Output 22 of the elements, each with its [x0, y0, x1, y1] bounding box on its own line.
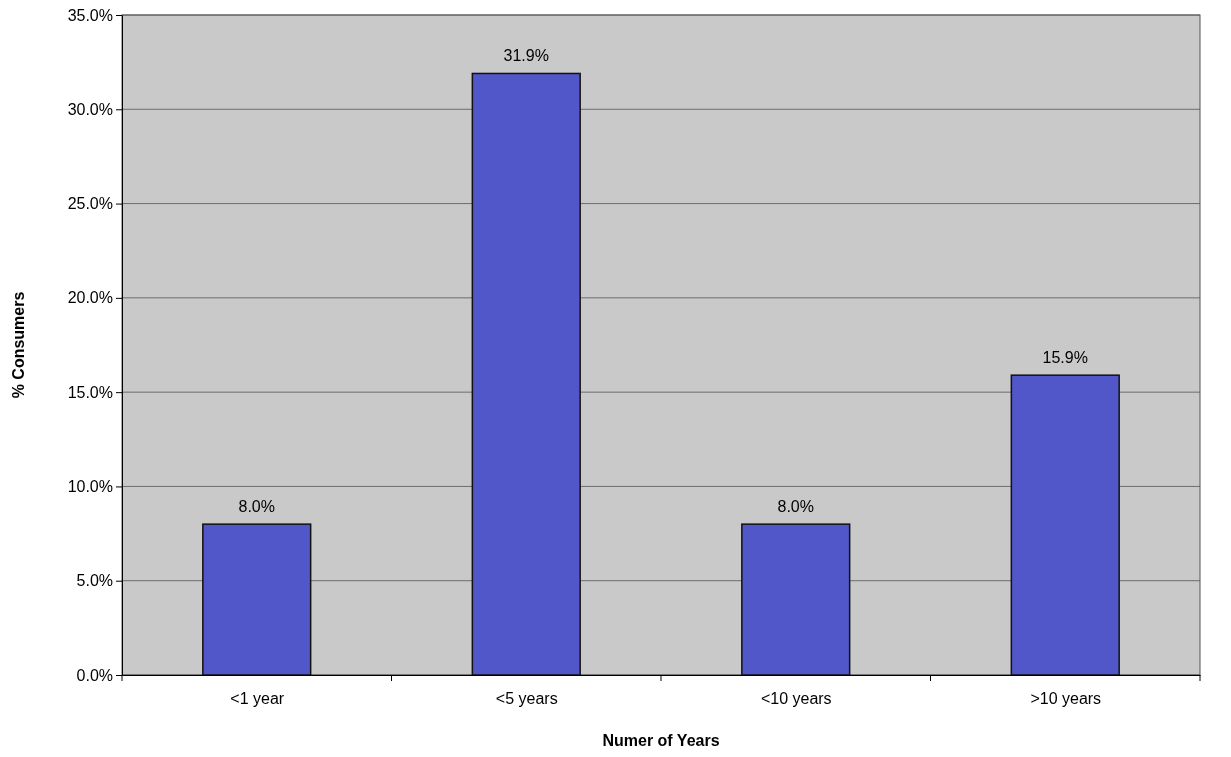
x-tick-label: >10 years	[1030, 689, 1102, 707]
data-label: 31.9%	[503, 47, 549, 65]
bar	[471, 72, 581, 676]
y-tick-label: 35.0%	[67, 6, 113, 24]
bar	[1010, 374, 1120, 676]
y-tick-label: 30.0%	[67, 100, 113, 118]
y-tick-label: 25.0%	[67, 195, 113, 213]
y-tick-label: 10.0%	[67, 478, 113, 496]
x-tick-label: <10 years	[760, 689, 832, 707]
y-tick-label: 5.0%	[76, 572, 113, 590]
data-label: 8.0%	[238, 498, 275, 516]
data-label: 15.9%	[1042, 349, 1088, 367]
y-tick-label: 0.0%	[76, 666, 113, 684]
x-axis-title: Numer of Years	[602, 732, 720, 749]
data-label: 8.0%	[777, 498, 814, 516]
bar	[741, 523, 851, 676]
y-tick-label: 20.0%	[67, 289, 113, 307]
y-axis-title: % Consumers	[10, 291, 27, 399]
x-tick-label: <5 years	[495, 689, 558, 707]
x-tick-label: <1 year	[230, 689, 285, 707]
bar	[202, 523, 312, 676]
y-tick-label: 15.0%	[67, 383, 113, 401]
